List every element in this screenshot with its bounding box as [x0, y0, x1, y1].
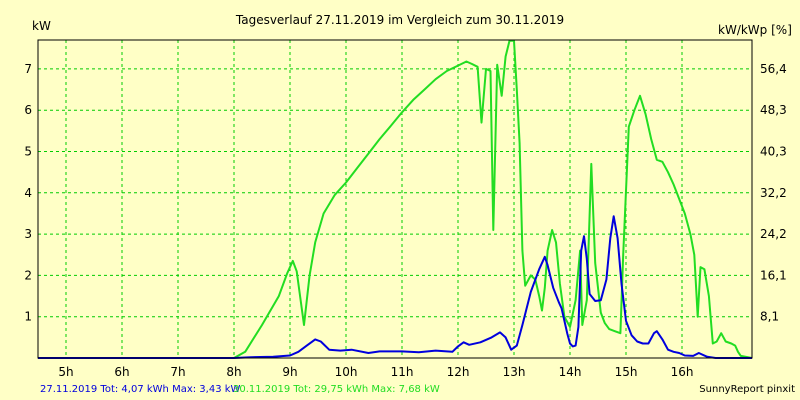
legend-series-2: 30.11.2019 Tot: 29,75 kWh Max: 7,68 kW [233, 384, 440, 395]
series-line-2 [38, 39, 753, 359]
y-left-tick-label: 6 [24, 103, 32, 117]
y-right-tick-label: 56,4 [760, 62, 787, 76]
y-right-tick-label: 24,2 [760, 227, 787, 241]
plot-frame [37, 39, 753, 359]
y-left-tick-label: 2 [24, 268, 32, 282]
x-tick-label: 8h [226, 365, 241, 379]
y-left-tick-label: 7 [24, 62, 32, 76]
x-tick-label: 5h [58, 365, 73, 379]
y-right-tick-label: 8,1 [760, 310, 779, 324]
x-tick-label: 15h [615, 365, 638, 379]
x-tick-label: 13h [503, 365, 526, 379]
y-left-axis-label: kW [32, 19, 51, 33]
x-tick-label: 16h [671, 365, 694, 379]
legend-series-1: 27.11.2019 Tot: 4,07 kWh Max: 3,43 kW [40, 384, 241, 395]
y-right-tick-label: 16,1 [760, 268, 787, 282]
chart-credit: SunnyReport pinxit [699, 384, 795, 395]
y-right-axis-label: kW/kWp [%] [718, 23, 792, 37]
x-tick-label: 9h [282, 365, 297, 379]
x-tick-labels: 5h 6h 7h 8h 9h 10h 11h 12h 13h 14h 15h 16h [58, 365, 693, 379]
series-line-1 [38, 215, 752, 359]
y-right-tick-label: 32,2 [760, 186, 787, 200]
x-tick-label: 6h [114, 365, 129, 379]
y-right-tick-label: 48,3 [760, 103, 787, 117]
y-right-tick-label: 40,3 [760, 145, 787, 159]
chart-title: Tagesverlauf 27.11.2019 im Vergleich zum… [235, 13, 564, 27]
x-tick-label: 14h [559, 365, 582, 379]
y-right-tick-labels: 8,1 16,1 24,2 32,2 40,3 48,3 56,4 [760, 62, 787, 324]
y-left-tick-label: 4 [24, 186, 32, 200]
y-left-tick-label: 5 [24, 145, 32, 159]
x-tick-label: 10h [335, 365, 358, 379]
x-tick-label: 11h [391, 365, 414, 379]
y-left-tick-labels: 1 2 3 4 5 6 7 [24, 62, 32, 324]
x-tick-label: 12h [447, 365, 470, 379]
y-left-tick-label: 3 [24, 227, 32, 241]
grid [38, 40, 752, 358]
x-tick-label: 7h [170, 365, 185, 379]
y-left-tick-label: 1 [24, 310, 32, 324]
series-layer [38, 39, 753, 359]
